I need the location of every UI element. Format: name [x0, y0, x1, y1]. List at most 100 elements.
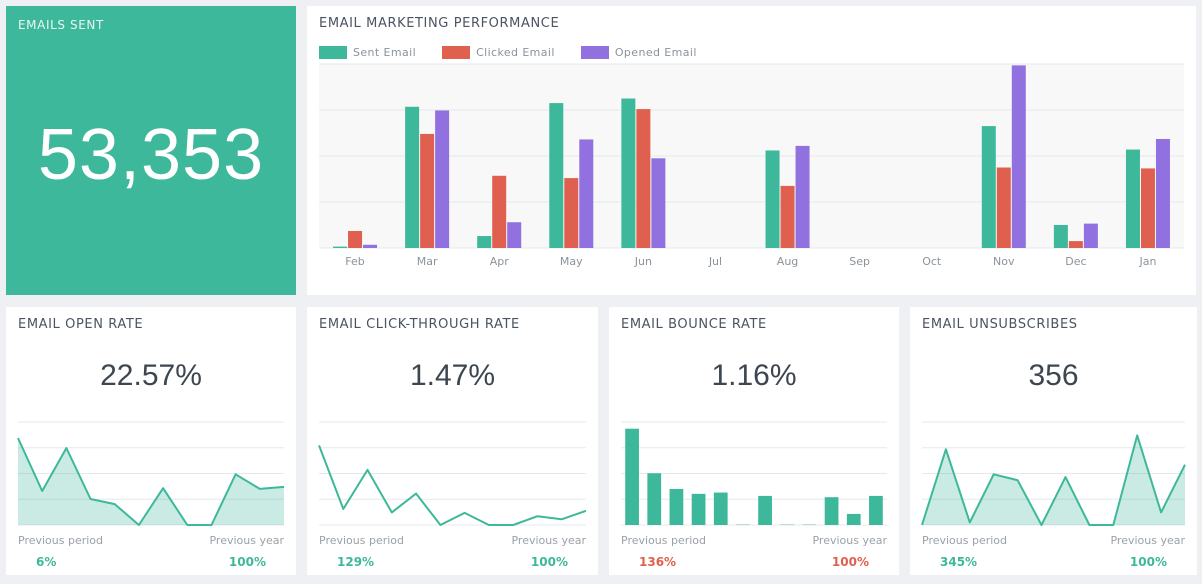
x-tick-label: Jun	[634, 255, 652, 268]
emails-sent-value: 53,353	[37, 115, 265, 195]
bar-opened-apr[interactable]	[507, 222, 522, 248]
bar-clicked-jan[interactable]	[1140, 168, 1155, 248]
data-point[interactable]	[209, 523, 214, 528]
data-point[interactable]	[365, 467, 370, 472]
bar-opened-nov[interactable]	[1011, 65, 1026, 248]
mini-bar[interactable]	[736, 524, 750, 525]
mini-bar[interactable]	[869, 495, 883, 525]
unsubscribes-card: EMAIL UNSUBSCRIBES 356 Previous period P…	[910, 307, 1197, 575]
data-point[interactable]	[317, 443, 322, 448]
data-point[interactable]	[341, 507, 346, 512]
data-point[interactable]	[282, 484, 287, 489]
legend-item-sent[interactable]: Sent Email	[319, 46, 416, 59]
bar-sent-mar[interactable]	[405, 106, 420, 248]
legend-label-opened: Opened Email	[614, 46, 697, 59]
data-point[interactable]	[161, 486, 166, 491]
bar-sent-aug[interactable]	[765, 150, 780, 248]
data-point[interactable]	[64, 446, 69, 451]
bar-clicked-nov[interactable]	[996, 167, 1011, 249]
bar-clicked-apr[interactable]	[492, 175, 507, 248]
data-point[interactable]	[511, 523, 516, 528]
data-point[interactable]	[1063, 475, 1068, 480]
data-point[interactable]	[991, 472, 996, 477]
data-point[interactable]	[414, 491, 419, 496]
previous-period-value: 136%	[639, 555, 677, 569]
data-point[interactable]	[920, 523, 925, 528]
mini-bar[interactable]	[802, 524, 817, 525]
data-point[interactable]	[1015, 478, 1020, 483]
data-point[interactable]	[1135, 433, 1140, 438]
mini-bar[interactable]	[691, 493, 706, 525]
bar-clicked-dec[interactable]	[1068, 241, 1083, 248]
open-rate-title: EMAIL OPEN RATE	[18, 317, 144, 332]
mini-bar[interactable]	[713, 492, 728, 525]
data-point[interactable]	[136, 523, 141, 528]
data-point[interactable]	[1111, 523, 1116, 528]
data-point[interactable]	[584, 508, 589, 513]
performance-chart: Feb Mar Apr May Jun Jul Aug Sep Oct Nov Dec Jan	[319, 63, 1184, 268]
legend-swatch-sent	[319, 46, 347, 59]
bar-sent-apr[interactable]	[477, 236, 492, 248]
data-point[interactable]	[389, 510, 394, 515]
unsubscribes-value: 356	[1028, 359, 1079, 392]
data-point[interactable]	[1087, 523, 1092, 528]
bar-opened-mar[interactable]	[435, 110, 450, 249]
bar-opened-feb[interactable]	[363, 244, 378, 248]
bar-opened-dec[interactable]	[1083, 223, 1098, 248]
data-point[interactable]	[559, 517, 564, 522]
bar-opened-jun[interactable]	[651, 158, 666, 248]
data-point[interactable]	[1039, 523, 1044, 528]
data-point[interactable]	[967, 520, 972, 525]
bar-sent-may[interactable]	[549, 103, 564, 248]
data-point[interactable]	[1183, 462, 1188, 467]
bar-sent-feb[interactable]	[333, 246, 348, 248]
bar-clicked-may[interactable]	[564, 178, 579, 248]
bounce-rate-card: EMAIL BOUNCE RATE 1.16% Previous period …	[609, 307, 899, 575]
bar-sent-dec[interactable]	[1053, 225, 1068, 248]
bar-clicked-aug[interactable]	[780, 185, 795, 248]
data-point[interactable]	[257, 486, 262, 491]
data-point[interactable]	[1159, 510, 1164, 515]
bar-clicked-jun[interactable]	[636, 109, 651, 248]
previous-year-label: Previous year	[812, 534, 887, 547]
bar-sent-nov[interactable]	[981, 126, 996, 248]
data-point[interactable]	[233, 472, 238, 477]
mini-bar[interactable]	[625, 428, 639, 525]
data-point[interactable]	[88, 496, 93, 501]
previous-year-value: 100%	[1129, 555, 1167, 569]
data-point[interactable]	[486, 523, 491, 528]
data-point[interactable]	[462, 510, 467, 515]
legend-item-clicked[interactable]: Clicked Email	[442, 46, 555, 59]
previous-year-value: 100%	[831, 555, 869, 569]
mini-bar[interactable]	[846, 513, 861, 525]
x-tick-label: Feb	[345, 255, 364, 268]
mini-bar[interactable]	[780, 524, 795, 525]
data-point[interactable]	[535, 514, 540, 519]
click-through-rate-value: 1.47%	[409, 359, 496, 392]
bar-clicked-feb[interactable]	[348, 230, 363, 248]
data-point[interactable]	[16, 435, 21, 440]
data-point[interactable]	[40, 489, 45, 494]
legend-item-opened[interactable]: Opened Email	[580, 46, 697, 59]
bar-sent-jan[interactable]	[1125, 149, 1140, 248]
previous-period-value: 6%	[36, 555, 57, 569]
previous-year-label: Previous year	[1110, 534, 1185, 547]
data-point[interactable]	[438, 523, 443, 528]
mini-bar[interactable]	[824, 497, 839, 525]
data-point[interactable]	[943, 447, 948, 452]
bar-opened-jan[interactable]	[1155, 138, 1170, 248]
bar-opened-may[interactable]	[579, 139, 594, 248]
bar-clicked-mar[interactable]	[420, 133, 435, 248]
previous-year-label: Previous year	[511, 534, 586, 547]
bar-opened-aug[interactable]	[795, 145, 810, 248]
mini-bar[interactable]	[758, 495, 772, 525]
emails-sent-card: EMAILS SENT 53,353	[6, 6, 296, 295]
previous-period-value: 345%	[940, 555, 978, 569]
data-point[interactable]	[185, 523, 190, 528]
open-rate-card: EMAIL OPEN RATE 22.57% Previous period P…	[6, 307, 296, 575]
mini-bar[interactable]	[647, 473, 662, 525]
mini-bar[interactable]	[669, 488, 684, 525]
bar-sent-jun[interactable]	[621, 98, 636, 249]
legend-label-clicked: Clicked Email	[476, 46, 555, 59]
data-point[interactable]	[112, 502, 117, 507]
